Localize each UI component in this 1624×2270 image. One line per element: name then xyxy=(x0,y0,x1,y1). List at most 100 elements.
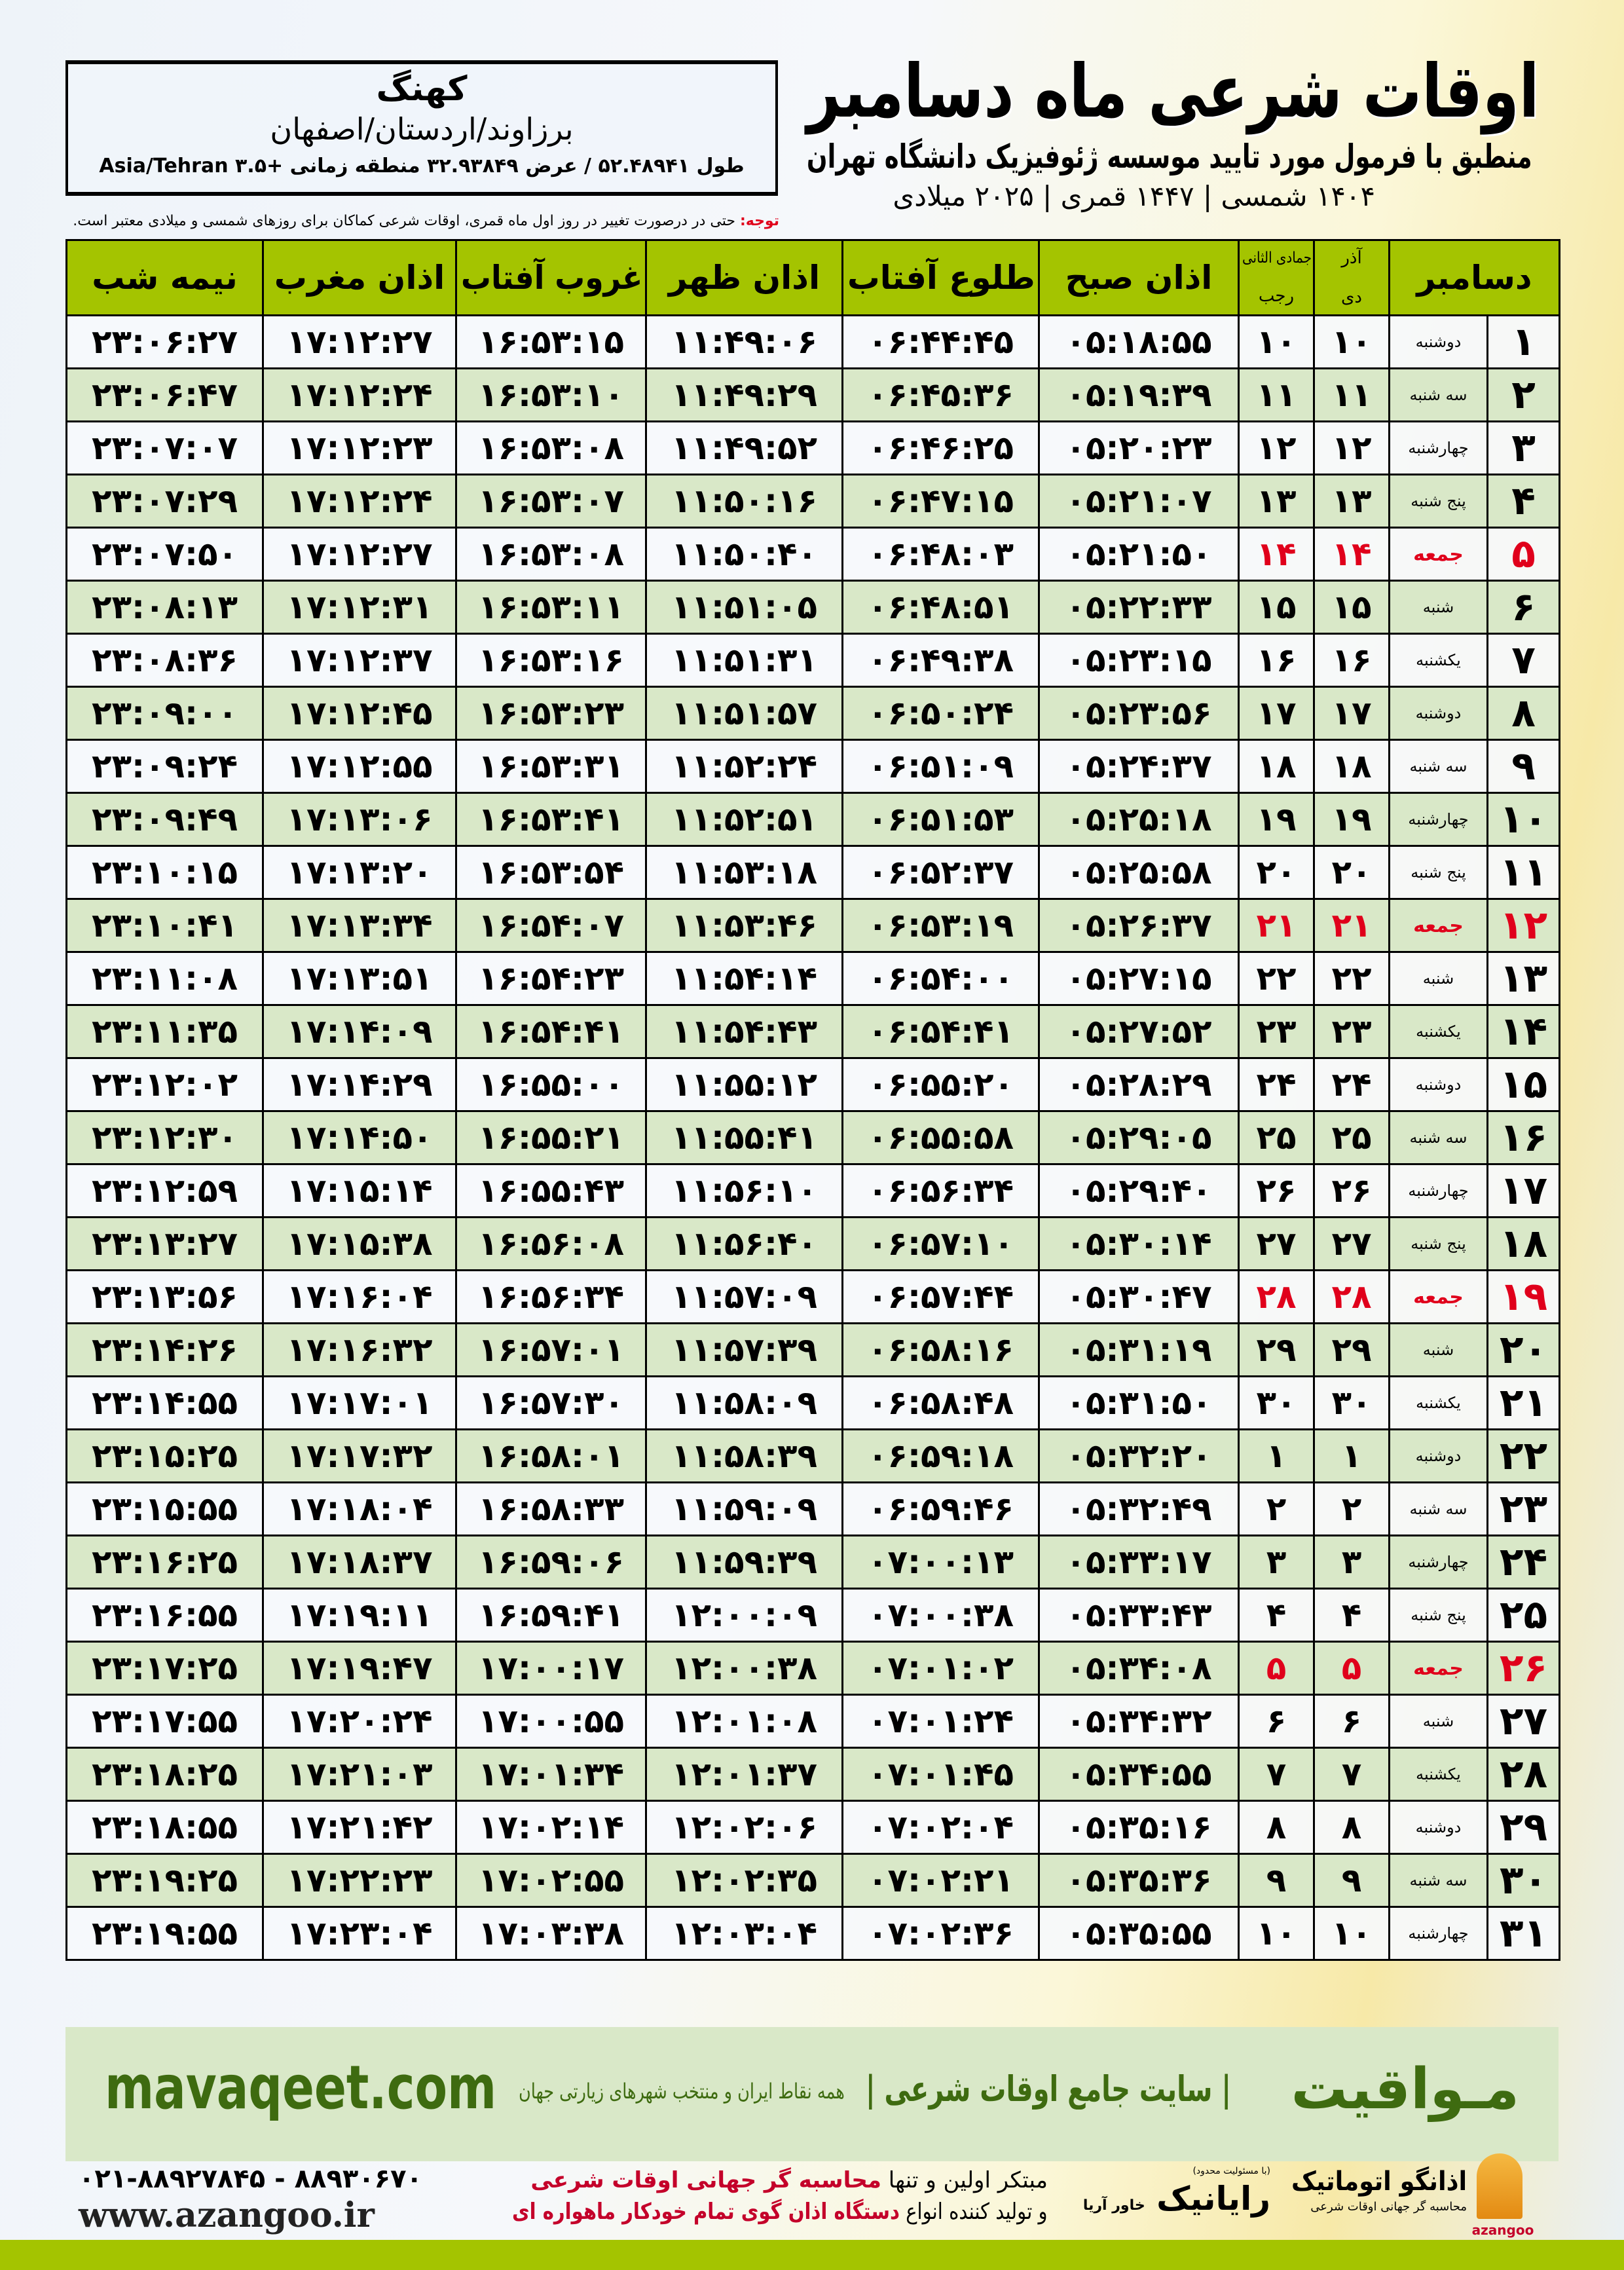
footer-line1-b: محاسبه گر جهانی اوقات شرعی xyxy=(530,2167,881,2193)
fajr-time-cell: ۰۵:۲۱:۵۰ xyxy=(1038,527,1240,582)
fajr-time: ۰۵:۲۶:۳۷ xyxy=(1065,906,1212,944)
sunset-time-cell: ۱۶:۵۳:۰۸ xyxy=(455,527,647,582)
maghrib-time-cell: ۱۷:۲۱:۴۲ xyxy=(262,1800,457,1855)
solar-date: ۱۶ xyxy=(1331,641,1372,679)
table-row: ۷ یکشنبه ۱۶ ۱۶ ۰۵:۲۳:۱۵ ۰۶:۴۹:۳۸ ۱۱:۵۱:۳۱ ۱۶:۵۳… xyxy=(65,633,1561,688)
sunrise-time: ۰۶:۵۵:۲۰ xyxy=(867,1066,1014,1104)
sunset-time-cell: ۱۶:۵۷:۳۰ xyxy=(455,1375,647,1430)
page-title-box: اوقات شرعی ماه دسامبر xyxy=(805,51,1539,132)
midnight-time-cell: ۲۳:۰۷:۵۰ xyxy=(65,527,264,582)
lunar-date: ۲۹ xyxy=(1256,1331,1297,1369)
lunar-date: ۱۶ xyxy=(1256,641,1297,679)
location-region: برزاوند/اردستان/اصفهان xyxy=(270,111,574,147)
weekday: سه شنبه xyxy=(1409,386,1467,404)
weekday: سه شنبه xyxy=(1409,757,1467,775)
midnight-time-cell: ۲۳:۱۴:۲۶ xyxy=(65,1322,264,1377)
midnight-time: ۲۳:۱۲:۵۹ xyxy=(91,1172,238,1210)
maghrib-time-cell: ۱۷:۱۲:۲۴ xyxy=(262,474,457,529)
maghrib-time-cell: ۱۷:۱۳:۳۴ xyxy=(262,898,457,953)
fajr-time-cell: ۰۵:۲۳:۱۵ xyxy=(1038,633,1240,688)
midnight-time: ۲۳:۱۰:۱۵ xyxy=(91,853,238,891)
footer-line2-text: و تولید کننده انواع دستگاه اذان گوی تمام… xyxy=(512,2196,1048,2227)
maghrib-time-cell: ۱۷:۱۲:۲۳ xyxy=(262,420,457,475)
lunar-date: ۲۸ xyxy=(1256,1278,1297,1316)
maghrib-time-cell: ۱۷:۱۷:۳۲ xyxy=(262,1428,457,1483)
lunar-date: ۱۰ xyxy=(1256,323,1297,361)
fajr-time-cell: ۰۵:۳۴:۰۸ xyxy=(1038,1641,1240,1696)
maghrib-time-cell: ۱۷:۲۰:۲۴ xyxy=(262,1694,457,1749)
table-row: ۱۵ دوشنبه ۲۴ ۲۴ ۰۵:۲۸:۲۹ ۰۶:۵۵:۲۰ ۱۱:۵۵:۱۲ ۱۶:۵… xyxy=(65,1057,1561,1112)
brand-tagline-box: همه نقاط ایران و منتخب شهرهای زیارتی جها… xyxy=(517,2076,845,2106)
dhuhr-time-cell: ۱۱:۴۹:۲۹ xyxy=(645,367,843,422)
dhuhr-time: ۱۲:۰۰:۰۹ xyxy=(671,1596,818,1634)
phone-numbers: ۰۲۱-۸۸۹۲۷۸۴۵ - ۸۸۹۳۰۶۷۰ xyxy=(79,2164,422,2194)
midnight-time: ۲۳:۱۳:۲۷ xyxy=(91,1225,238,1263)
day-number-cell: ۳۰ xyxy=(1486,1853,1561,1908)
dhuhr-time: ۱۲:۰۱:۳۷ xyxy=(671,1755,818,1793)
dhuhr-time-cell: ۱۱:۵۹:۳۹ xyxy=(645,1535,843,1590)
table-row: ۲۶ جمعه ۵ ۵ ۰۵:۳۴:۰۸ ۰۷:۰۱:۰۲ ۱۲:۰۰:۳۸ ۱۷:۰۰:۱۷… xyxy=(65,1641,1561,1696)
note: توجه: حتی در درصورت تغییر در روز اول ماه… xyxy=(65,211,779,232)
sunrise-time: ۰۶:۵۶:۳۴ xyxy=(867,1172,1014,1210)
dhuhr-time-cell: ۱۲:۰۲:۳۵ xyxy=(645,1853,843,1908)
lunar-date: ۲۶ xyxy=(1256,1172,1297,1210)
sunset-time: ۱۷:۰۲:۱۴ xyxy=(477,1808,625,1846)
fajr-time-cell: ۰۵:۳۲:۲۰ xyxy=(1038,1428,1240,1483)
midnight-time: ۲۳:۱۳:۵۶ xyxy=(91,1278,238,1316)
lunar-date-cell: ۳۰ xyxy=(1238,1375,1315,1430)
table-row: ۶ شنبه ۱۵ ۱۵ ۰۵:۲۲:۳۳ ۰۶:۴۸:۵۱ ۱۱:۵۱:۰۵ ۱۶:۵۳:۱… xyxy=(65,580,1561,635)
weekday: پنج شنبه xyxy=(1411,863,1466,882)
fajr-time-cell: ۰۵:۲۷:۱۵ xyxy=(1038,951,1240,1006)
sunrise-time-cell: ۰۷:۰۱:۰۲ xyxy=(841,1641,1040,1696)
sunset-time-cell: ۱۶:۵۳:۱۱ xyxy=(455,580,647,635)
solar-date-cell: ۱۰ xyxy=(1313,314,1390,369)
dhuhr-time: ۱۱:۵۳:۴۶ xyxy=(671,906,818,944)
weekday: شنبه xyxy=(1422,969,1454,988)
header-lunar: جمادی الثانی رجب xyxy=(1238,239,1315,316)
brand-logo: مـواقیت xyxy=(1291,2056,1520,2122)
dhuhr-time-cell: ۱۱:۵۷:۳۹ xyxy=(645,1322,843,1377)
lunar-date: ۸ xyxy=(1266,1808,1287,1846)
sunset-time: ۱۶:۵۵:۴۳ xyxy=(477,1172,625,1210)
solar-date: ۱۹ xyxy=(1331,800,1372,838)
sunset-time: ۱۶:۵۳:۲۳ xyxy=(477,694,625,732)
sunrise-time: ۰۷:۰۱:۰۲ xyxy=(867,1649,1014,1687)
day-number: ۶ xyxy=(1511,584,1536,630)
sunset-time: ۱۶:۵۸:۰۱ xyxy=(477,1437,625,1475)
dhuhr-time: ۱۱:۵۱:۵۷ xyxy=(671,694,818,732)
solar-date-cell: ۱۹ xyxy=(1313,792,1390,847)
day-number: ۹ xyxy=(1511,743,1536,789)
sunrise-time: ۰۶:۴۴:۴۵ xyxy=(867,323,1014,361)
phone-numbers-box: ۰۲۱-۸۸۹۲۷۸۴۵ - ۸۸۹۳۰۶۷۰ xyxy=(79,2163,485,2195)
lunar-date-cell: ۵ xyxy=(1238,1641,1315,1696)
footer-line1-a: مبتکر اولین و تنها xyxy=(881,2167,1048,2193)
day-number: ۱۰ xyxy=(1499,796,1548,842)
sunrise-time: ۰۶:۵۹:۱۸ xyxy=(867,1437,1014,1475)
solar-date: ۴ xyxy=(1341,1596,1362,1634)
weekday-cell: پنج شنبه xyxy=(1388,845,1489,900)
lunar-date-cell: ۷ xyxy=(1238,1747,1315,1802)
midnight-time: ۲۳:۱۹:۲۵ xyxy=(91,1861,238,1899)
website-link[interactable]: www.azangoo.ir xyxy=(79,2195,375,2235)
maghrib-time-cell: ۱۷:۱۲:۵۵ xyxy=(262,739,457,794)
weekday: دوشنبه xyxy=(1415,333,1462,351)
fajr-time: ۰۵:۳۴:۵۵ xyxy=(1065,1755,1212,1793)
weekday-cell: دوشنبه xyxy=(1388,1057,1489,1112)
website-link-box: www.azangoo.ir xyxy=(79,2195,485,2236)
fajr-time-cell: ۰۵:۳۳:۱۷ xyxy=(1038,1535,1240,1590)
site-link[interactable]: mavaqeet.com xyxy=(105,2053,497,2123)
lunar-date-cell: ۶ xyxy=(1238,1694,1315,1749)
location-city-box: کهنگ xyxy=(68,68,775,110)
fajr-time: ۰۵:۲۲:۳۳ xyxy=(1065,588,1212,626)
solar-date-cell: ۳۰ xyxy=(1313,1375,1390,1430)
azangoo-en-box: azangoo xyxy=(1470,2222,1536,2239)
fajr-time-cell: ۰۵:۲۵:۱۸ xyxy=(1038,792,1240,847)
lunar-date: ۷ xyxy=(1266,1755,1287,1793)
maghrib-time: ۱۷:۱۹:۴۷ xyxy=(286,1649,433,1687)
dhuhr-time: ۱۱:۵۴:۴۳ xyxy=(671,1013,818,1051)
dhuhr-time-cell: ۱۲:۰۳:۰۴ xyxy=(645,1906,843,1961)
footer-line2-a: و تولید کننده انواع xyxy=(900,2199,1048,2225)
day-number: ۲۱ xyxy=(1499,1380,1548,1426)
header-month: دسامبر xyxy=(1416,259,1532,297)
maghrib-time-cell: ۱۷:۱۸:۰۴ xyxy=(262,1481,457,1536)
